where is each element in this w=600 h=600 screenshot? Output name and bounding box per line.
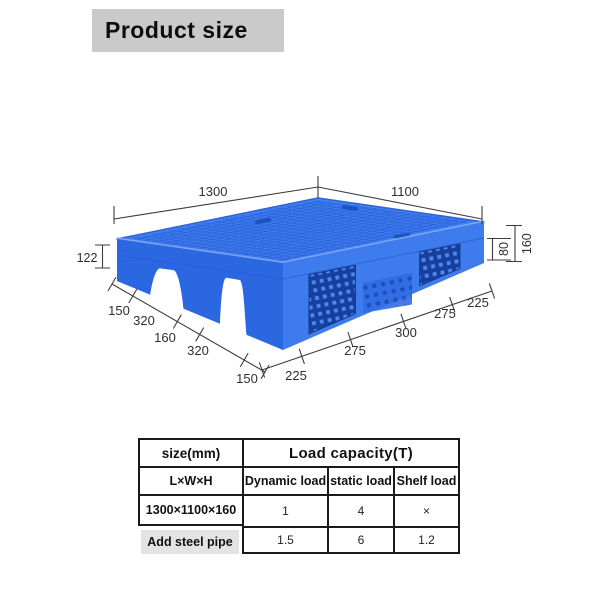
subheader-shelf-load-label: Shelf load: [396, 474, 457, 488]
dimension-annotations: 1300 1100 122 80 160 150 320 160 320 150: [77, 176, 534, 386]
subheader-lwh-label: L×W×H: [169, 474, 213, 488]
subheader-static-load: static load: [327, 466, 393, 494]
row-size-dynamic-value: 1: [242, 494, 327, 526]
load-capacity-header-label: Load capacity(T): [289, 444, 413, 462]
dim-side-seg-1: 320: [133, 313, 155, 328]
pallet-deck-mesh: [128, 200, 473, 261]
subheader-dynamic-load: Dynamic load: [242, 466, 327, 494]
subheader-lwh: L×W×H: [138, 466, 242, 494]
dim-label-160: 160: [520, 233, 534, 254]
dim-80-bracket: [487, 237, 511, 261]
size-header-label: size(mm): [161, 445, 221, 461]
dim-label-1100: 1100: [391, 184, 419, 199]
pallet-left-face-legs: [117, 239, 283, 350]
dim-top: 1300 1100: [113, 176, 483, 224]
row-size-shelf-value: ×: [393, 494, 460, 526]
dim-label-80: 80: [497, 242, 511, 256]
dim-side-line: [111, 283, 266, 373]
fork-pocket-left: [308, 264, 356, 335]
steel-dynamic-load-value: 1.5: [277, 533, 294, 547]
dim-left-122: 122: [77, 244, 110, 269]
subheader-static-load-label: static load: [330, 474, 392, 488]
dim-side-seg-3: 320: [187, 343, 209, 358]
middle-leg-vents: [363, 272, 412, 313]
dim-label-1300: 1300: [199, 184, 228, 199]
pallet-illustration: [116, 197, 485, 350]
dim-160-bracket: [506, 224, 522, 263]
row-steel-dynamic-value: 1.5: [242, 526, 327, 554]
dim-122-bracket: [95, 244, 110, 269]
size-header-cell: size(mm): [138, 438, 242, 466]
page-title-text: Product size: [105, 17, 248, 43]
dim-label-122: 122: [77, 251, 98, 265]
dim-top-ticks: [113, 176, 483, 224]
fork-pocket-right: [419, 243, 461, 287]
dim-side-seg-2: 160: [154, 330, 176, 345]
steel-pipe-label-cell: Add steel pipe: [138, 526, 242, 554]
steel-shelf-load-value: 1.2: [418, 533, 435, 547]
row-size-label-cell: 1300×1100×160: [138, 494, 242, 526]
dim-front-seg-2: 300: [395, 325, 417, 340]
dim-front-seg-3: 275: [434, 306, 456, 321]
subheader-dynamic-load-label: Dynamic load: [244, 474, 327, 488]
dim-front-seg-0: 225: [285, 368, 307, 383]
dim-right-80: 80: [487, 237, 511, 261]
dynamic-load-value: 1: [282, 504, 289, 518]
dim-front-ticks: [258, 283, 496, 378]
dim-front-seg-4: 225: [467, 295, 489, 310]
page-title: Product size: [92, 9, 284, 52]
row-steel-shelf-value: 1.2: [393, 526, 460, 554]
steel-static-load-value: 6: [357, 533, 365, 547]
dim-front-seg-1: 275: [344, 343, 366, 358]
deck-band-shading: [116, 237, 485, 280]
dim-right-160: 160: [506, 224, 534, 263]
dim-side-seg-0: 150: [108, 303, 130, 318]
dim-front-1300-segments: 225 275 300 275 225: [258, 283, 496, 383]
subheader-shelf-load: Shelf load: [393, 466, 460, 494]
row-size-static-value: 4: [327, 494, 393, 526]
deck-edge-highlight: [116, 220, 485, 264]
dim-side-1100-segments: 150 320 160 320 150: [107, 276, 270, 386]
steel-pipe-label-text: Add steel pipe: [147, 535, 233, 549]
dim-front-line: [261, 290, 493, 371]
dim-side-seg-4: 150: [236, 371, 258, 386]
static-load-value: 4: [357, 504, 365, 518]
load-capacity-header-cell: Load capacity(T): [242, 438, 460, 466]
dim-side-ticks: [107, 276, 270, 380]
row-steel-static-value: 6: [327, 526, 393, 554]
row-size-label: 1300×1100×160: [145, 503, 237, 517]
steel-pipe-label: Add steel pipe: [141, 530, 239, 554]
shelf-load-value: ×: [422, 504, 430, 518]
spec-table: size(mm) Load capacity(T) L×W×H Dynamic …: [138, 438, 460, 554]
